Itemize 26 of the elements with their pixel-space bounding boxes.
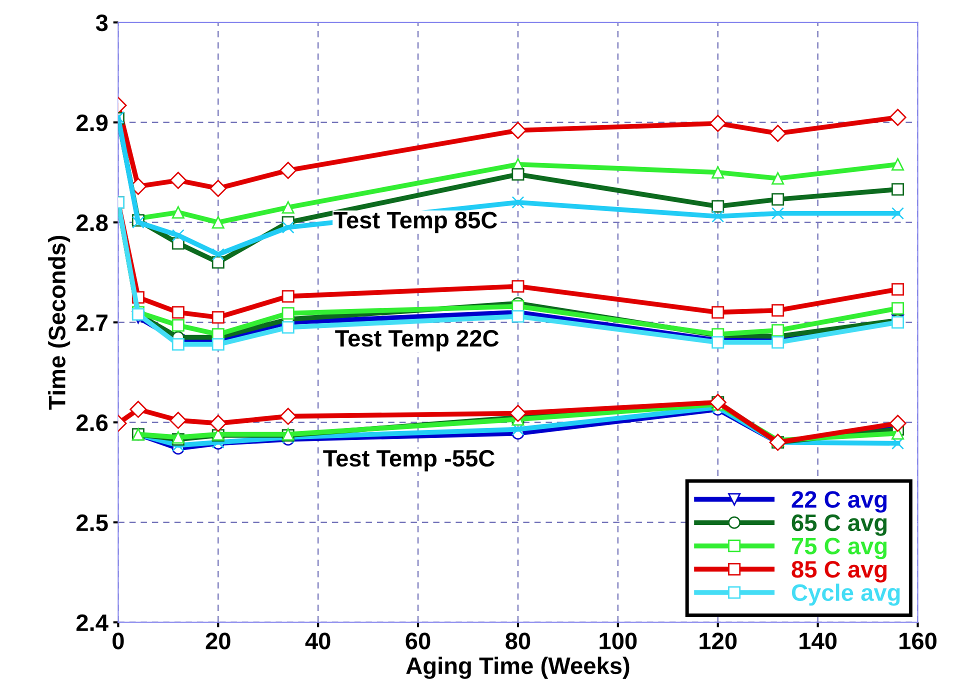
- y-tick-label: 2.7: [76, 314, 108, 331]
- legend-label: 65 C avg: [792, 514, 887, 536]
- legend-label: Cycle avg: [792, 584, 900, 606]
- y-tick-label: 2.5: [76, 514, 108, 532]
- legend-label: 85 C avg: [792, 560, 887, 582]
- x-tick-label: 20: [206, 632, 230, 650]
- y-tick-label: 3: [96, 14, 108, 32]
- x-tick-label: 140: [800, 632, 837, 650]
- y-tick-label: 2.4: [76, 614, 108, 631]
- annotation: Test Temp 22C: [335, 330, 499, 352]
- x-tick-label: 80: [506, 632, 530, 650]
- x-tick-label: 160: [900, 632, 936, 650]
- y-tick-label: 2.8: [76, 214, 108, 232]
- annotation: Test Temp -55C: [323, 450, 495, 472]
- x-tick-label: 120: [700, 632, 737, 650]
- legend-label: 75 C avg: [792, 538, 887, 560]
- x-tick-label: 100: [600, 632, 637, 650]
- x-tick-label: 40: [305, 632, 330, 650]
- y-axis-title: Time (Seconds): [48, 236, 70, 410]
- legend-label: 22 C avg: [792, 491, 887, 513]
- x-tick-label: 60: [406, 632, 430, 650]
- annotation: Test Temp 85C: [334, 212, 498, 234]
- y-tick-label: 2.6: [76, 414, 108, 432]
- x-axis-title: Aging Time (Weeks): [406, 656, 630, 679]
- y-tick-label: 2.9: [76, 114, 108, 132]
- x-tick-label: 0: [112, 632, 124, 650]
